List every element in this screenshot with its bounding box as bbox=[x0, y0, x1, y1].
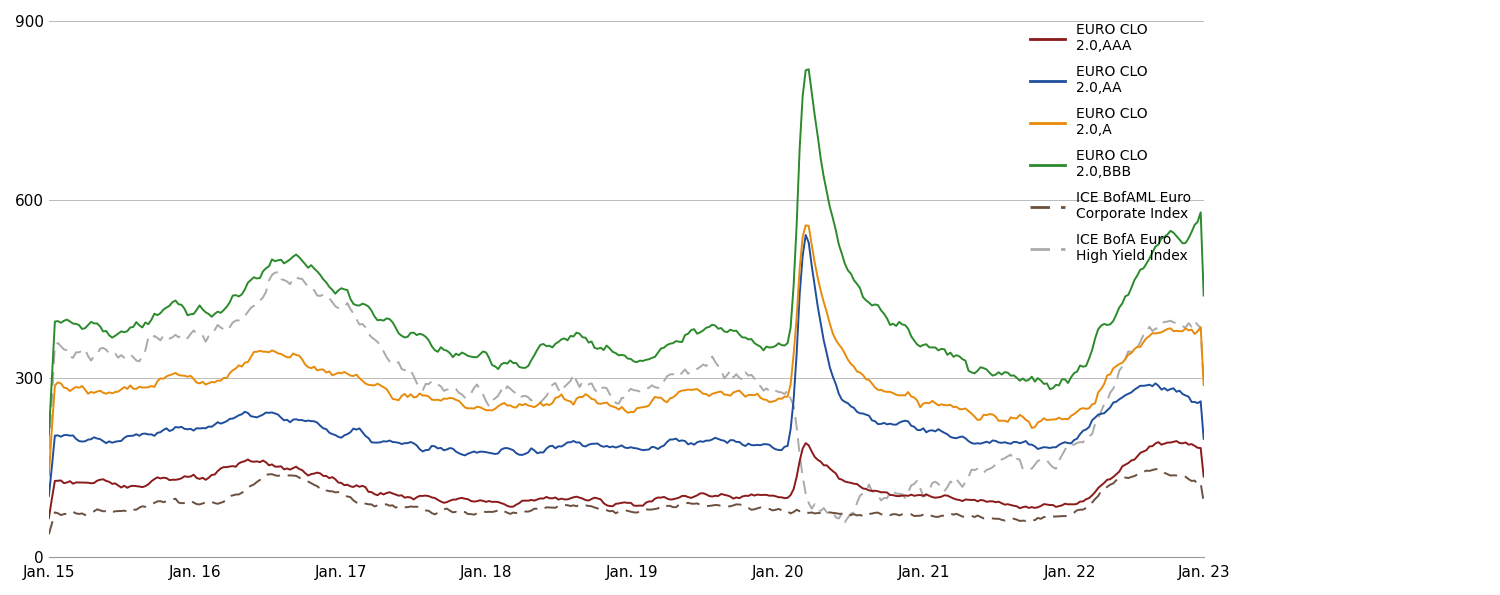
Legend: EURO CLO
2.0,AAA, EURO CLO
2.0,AA, EURO CLO
2.0,A, EURO CLO
2.0,BBB, ICE BofAML : EURO CLO 2.0,AAA, EURO CLO 2.0,AA, EURO … bbox=[1024, 17, 1197, 268]
